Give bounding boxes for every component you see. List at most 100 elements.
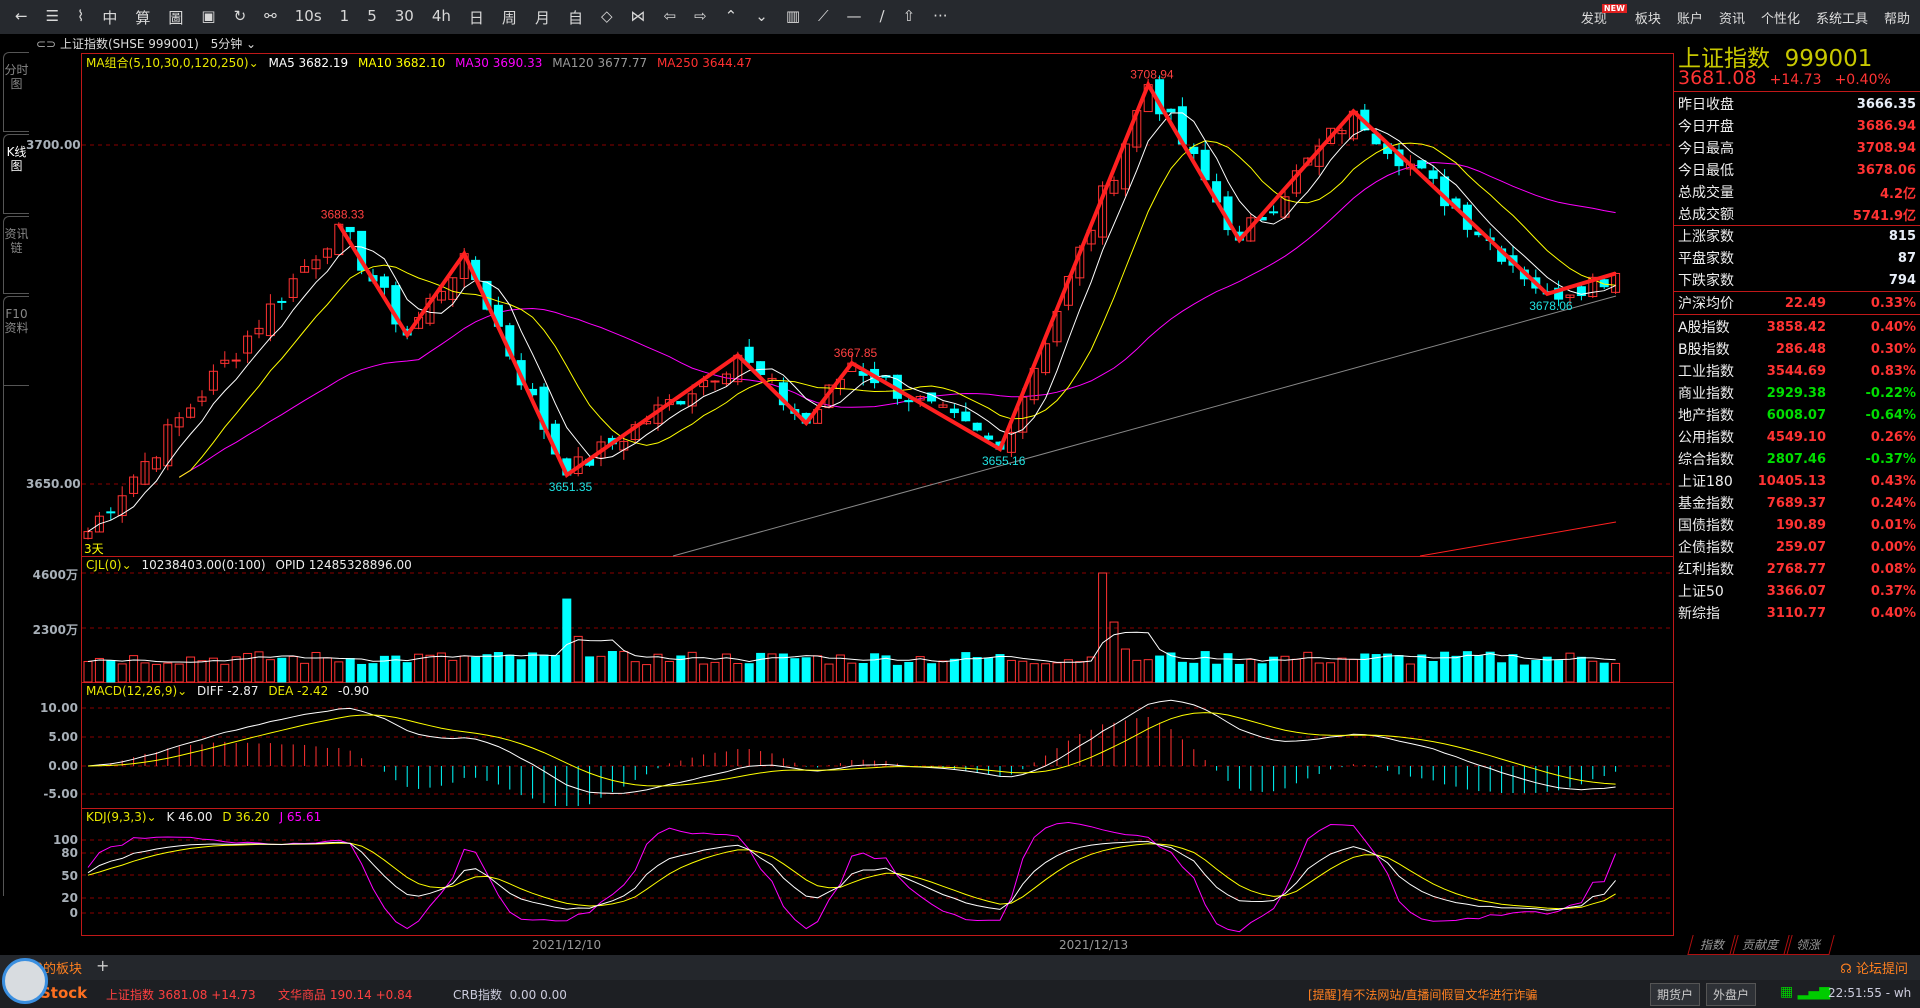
stat-row[interactable]: 昨日收盘 3666.35 xyxy=(1678,93,1916,115)
toolbar-button[interactable]: 4h xyxy=(431,6,451,25)
period-dropdown[interactable]: 5分钟 ⌄ xyxy=(210,37,257,51)
volume-bar xyxy=(790,658,800,683)
index-row[interactable]: 上证180 10405.13 0.43% xyxy=(1678,470,1916,492)
menu-sector[interactable]: 板块 xyxy=(1634,11,1661,27)
toolbar-button[interactable]: ☰ xyxy=(45,6,60,25)
avatar[interactable] xyxy=(2,958,48,1004)
tab-kline[interactable]: K线图 xyxy=(3,134,29,214)
toolbar-button[interactable]: ▥ xyxy=(785,6,801,25)
futures-account-button[interactable]: 期货户 xyxy=(1650,983,1701,1006)
stat-row[interactable]: 总成交量 4.2亿 xyxy=(1678,181,1916,203)
toolbar-button[interactable]: ⇦ xyxy=(663,6,677,25)
tab-leaders[interactable]: 领涨 xyxy=(1783,935,1835,955)
toolbar-button[interactable]: 算 xyxy=(135,8,151,27)
forum-ask-button[interactable]: ☊ 论坛提问 xyxy=(1840,962,1908,977)
index-row[interactable]: 综合指数 2807.46 -0.37% xyxy=(1678,448,1916,470)
clock-text: 22:51:55 - wh xyxy=(1828,986,1912,1000)
stat-row[interactable]: 总成交额 5741.9亿 xyxy=(1678,203,1916,225)
stat-row[interactable]: 今日最低 3678.06 xyxy=(1678,159,1916,181)
sh-index-ticker[interactable]: 上证指数 3681.08 +14.73 xyxy=(106,988,256,1002)
toolbar-button[interactable]: ← xyxy=(15,6,28,25)
toolbar-button[interactable]: ⟋ xyxy=(818,6,829,25)
toolbar-button[interactable]: ⌃ xyxy=(724,6,738,25)
toolbar-button[interactable]: 中 xyxy=(102,8,118,27)
toolbar-button[interactable]: 月 xyxy=(534,8,550,27)
index-row[interactable]: A股指数 3858.42 0.40% xyxy=(1678,316,1916,338)
kdj-tick: 50 xyxy=(61,869,78,883)
volume-bar xyxy=(676,655,686,683)
volume-bar xyxy=(459,655,469,683)
index-row[interactable]: 商业指数 2929.38 -0.22% xyxy=(1678,382,1916,404)
menu-account[interactable]: 账户 xyxy=(1676,11,1703,27)
extreme-price-label: 3678.06 xyxy=(1529,299,1573,313)
breadth-row[interactable]: 平盘家数 87 xyxy=(1678,247,1916,269)
toolbar-button[interactable]: ⋈ xyxy=(630,6,646,25)
macd-dropdown[interactable]: MACD(12,26,9)⌄ xyxy=(86,684,188,698)
toolbar-button[interactable]: 周 xyxy=(501,8,517,27)
index-row[interactable]: 工业指数 3544.69 0.83% xyxy=(1678,360,1916,382)
volume-bar xyxy=(1291,658,1301,683)
toolbar-button[interactable]: ⌇ xyxy=(77,6,85,25)
toolbar-button[interactable]: 圖 xyxy=(168,8,184,27)
toolbar-button[interactable]: 自 xyxy=(567,8,583,27)
index-row[interactable]: 地产指数 6008.07 -0.64% xyxy=(1678,404,1916,426)
cjl-dropdown[interactable]: CJL(0)⌄ xyxy=(86,558,132,572)
wh-commodity-ticker[interactable]: 文华商品 190.14 +0.84 xyxy=(278,988,413,1002)
index-row[interactable]: 新综指 3110.77 0.40% xyxy=(1678,602,1916,624)
index-row[interactable]: 企债指数 259.07 0.00% xyxy=(1678,536,1916,558)
toolbar-button[interactable]: ↻ xyxy=(233,6,247,25)
toolbar-button[interactable]: 日 xyxy=(468,8,484,27)
menu-system-tools[interactable]: 系统工具 xyxy=(1815,11,1868,27)
toolbar-button[interactable]: ∕ xyxy=(879,6,885,25)
toolbar-button[interactable]: ⇨ xyxy=(694,6,707,25)
candle-down xyxy=(1189,146,1199,155)
tab-intraday[interactable]: 分时图 xyxy=(3,52,29,132)
toolbar-button[interactable]: ··· xyxy=(933,6,948,25)
add-tab-button[interactable]: + xyxy=(96,956,110,975)
toolbar-button[interactable]: — xyxy=(846,6,862,25)
breadth-row[interactable]: 下跌家数 794 xyxy=(1678,269,1916,291)
extreme-price-label: 3651.35 xyxy=(549,480,593,494)
toolbar-button[interactable]: 5 xyxy=(367,6,377,25)
index-row[interactable]: 上证50 3366.07 0.37% xyxy=(1678,580,1916,602)
row-label: 基金指数 xyxy=(1678,496,1734,512)
menu-help[interactable]: 帮助 xyxy=(1883,11,1910,27)
tab-f10[interactable]: F10资料 xyxy=(3,296,29,386)
candle-down xyxy=(1428,170,1438,179)
row-label: 昨日收盘 xyxy=(1678,97,1734,113)
row-label: 上涨家数 xyxy=(1678,229,1734,245)
link-icon[interactable]: ⊂⊃ xyxy=(36,37,57,51)
menu-discover[interactable]: 发现 NEW xyxy=(1580,3,1627,27)
notice-text[interactable]: [提醒]有不法网站/直播间假冒文华进行诈骗 xyxy=(1308,988,1538,1002)
toolbar-button[interactable]: ▣ xyxy=(201,6,216,25)
toolbar-button[interactable]: 30 xyxy=(394,6,414,25)
kdj-dropdown[interactable]: KDJ(9,3,3)⌄ xyxy=(86,810,157,824)
breadth-row[interactable]: 上涨家数 815 xyxy=(1678,225,1916,247)
toolbar-button[interactable]: ⇧ xyxy=(902,6,916,25)
menu-news[interactable]: 资讯 xyxy=(1718,11,1745,27)
index-row[interactable]: B股指数 286.48 0.30% xyxy=(1678,338,1916,360)
volume-bar xyxy=(1257,663,1267,683)
toolbar-button[interactable]: ◇ xyxy=(600,6,613,25)
foreign-account-button[interactable]: 外盘户 xyxy=(1706,983,1757,1006)
volume-bar xyxy=(288,655,298,683)
index-row[interactable]: 基金指数 7689.37 0.24% xyxy=(1678,492,1916,514)
index-row[interactable]: 红利指数 2768.77 0.08% xyxy=(1678,558,1916,580)
volume-bar xyxy=(1006,659,1016,683)
toolbar-button[interactable]: ⌄ xyxy=(755,6,768,25)
ma-combo-dropdown[interactable]: MA组合(5,10,30,0,120,250)⌄ xyxy=(86,56,259,70)
stat-row[interactable]: 今日开盘 3686.94 xyxy=(1678,115,1916,137)
toolbar-button[interactable]: 1 xyxy=(339,6,350,25)
index-row[interactable]: 国债指数 190.89 0.01% xyxy=(1678,514,1916,536)
toolbar-button[interactable]: 10s xyxy=(294,6,322,25)
menu-personalize[interactable]: 个性化 xyxy=(1760,11,1800,27)
volume-bar xyxy=(425,654,435,683)
index-row[interactable]: 公用指数 4549.10 0.26% xyxy=(1678,426,1916,448)
stat-row[interactable]: 今日最高 3708.94 xyxy=(1678,137,1916,159)
crb-ticker[interactable]: CRB指数 0.00 0.00 xyxy=(453,988,567,1002)
volume-bar xyxy=(721,653,731,683)
toolbar-button[interactable]: ⚯ xyxy=(264,6,277,25)
volume-bar xyxy=(311,651,321,683)
tab-news-chain[interactable]: 资讯链 xyxy=(3,216,29,294)
kline-chart[interactable]: 3688.33 3651.35 3667.85 3655.16 3708.94 3678.… xyxy=(0,0,1673,960)
